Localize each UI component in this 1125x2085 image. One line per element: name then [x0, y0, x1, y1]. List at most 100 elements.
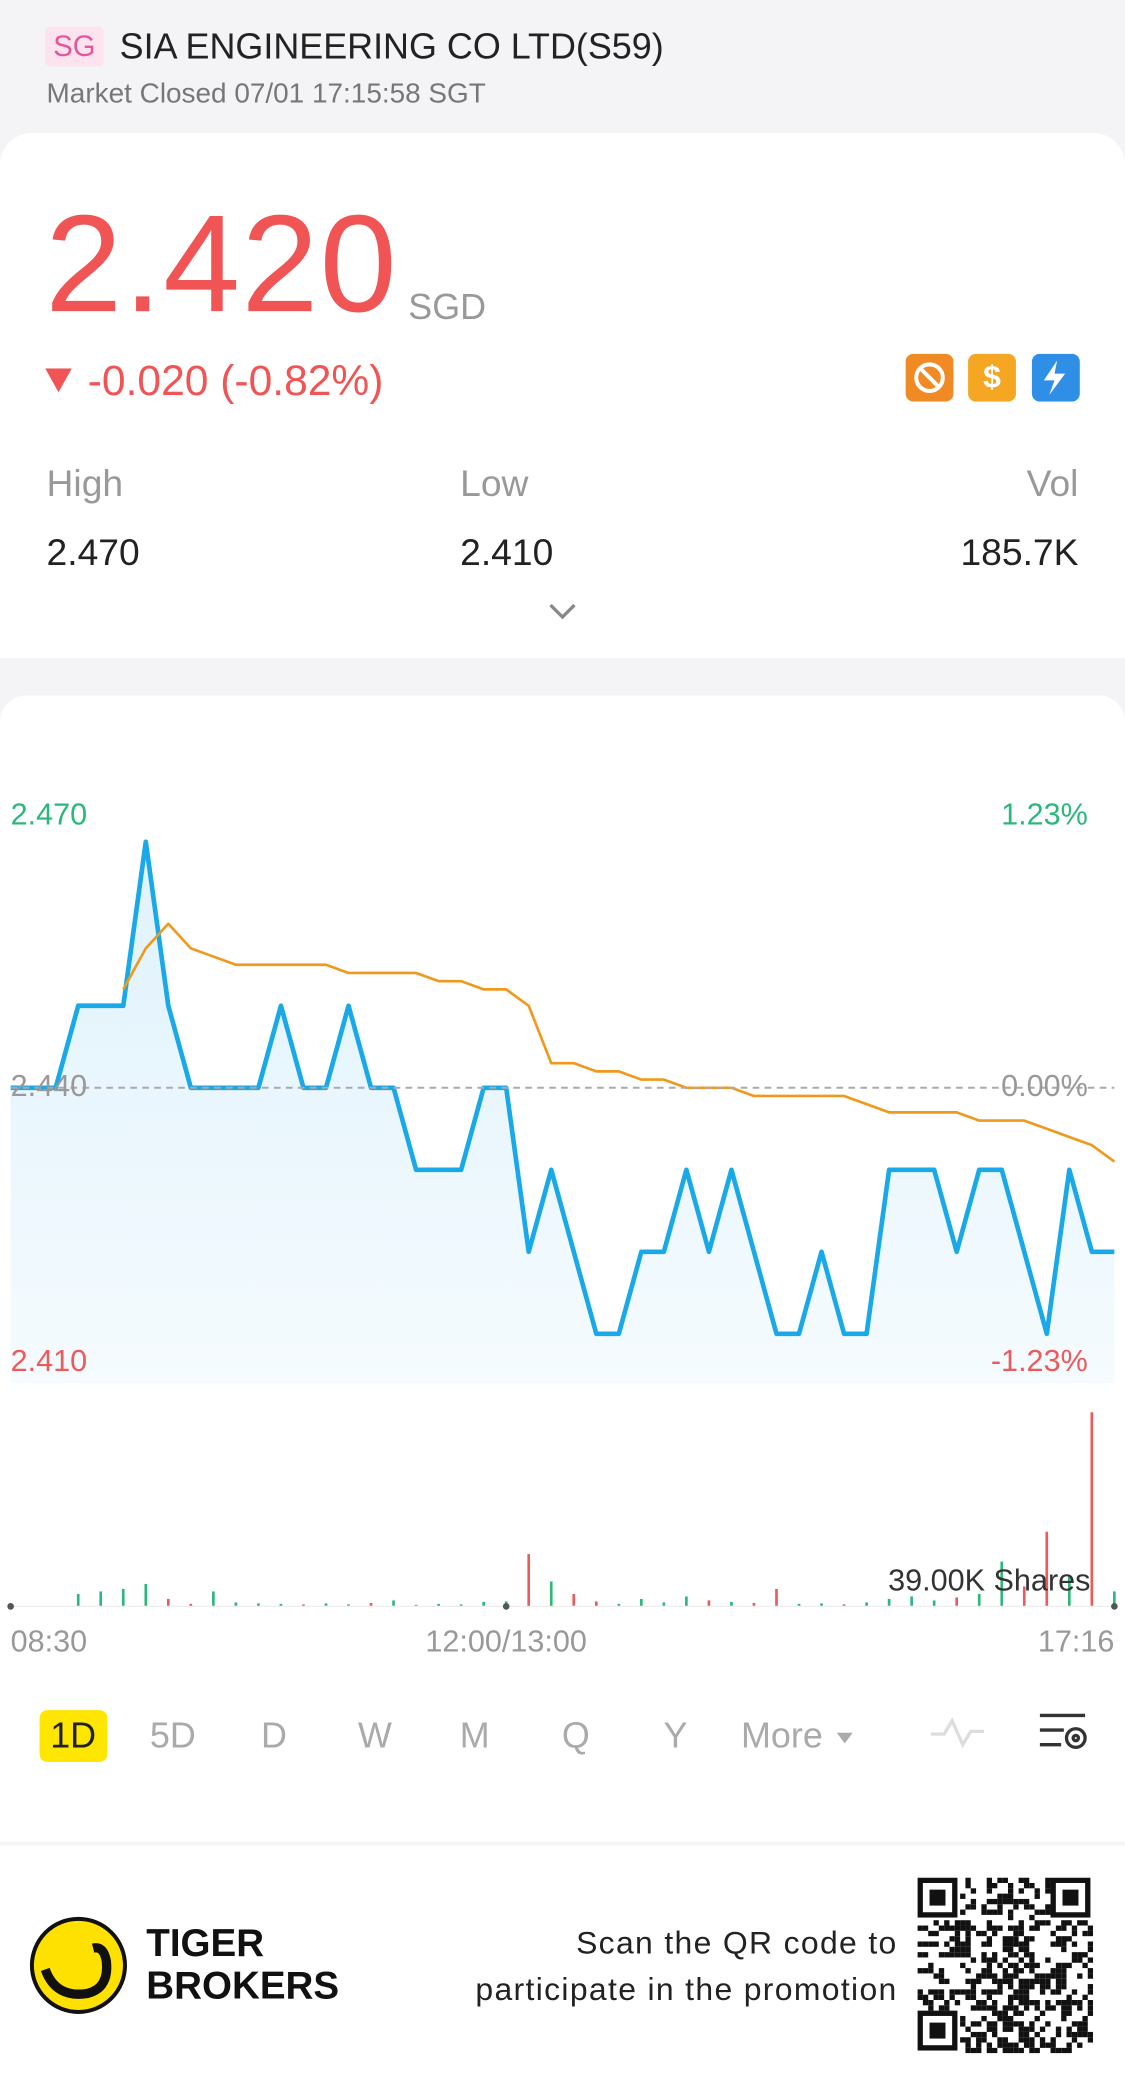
settings-icon[interactable] [1037, 1710, 1090, 1755]
qr-module [1077, 2000, 1083, 2006]
dropdown-arrow [836, 1732, 853, 1744]
period-tab[interactable]: Y [663, 1715, 688, 1756]
volume-bar [369, 1602, 373, 1607]
qr-module [1007, 2005, 1014, 2011]
qr-module [960, 1941, 966, 1947]
qr-module [949, 1989, 955, 1995]
qr-module [1045, 1877, 1051, 1883]
qr-module [976, 1973, 982, 1979]
qr-module [1045, 1957, 1051, 1963]
qr-module [1018, 1957, 1024, 1963]
volume-bar [640, 1598, 643, 1607]
volume-bar [842, 1604, 846, 1607]
qr-module [986, 1936, 993, 1942]
volume-bar [594, 1601, 598, 1607]
qr-module [1045, 2000, 1051, 2006]
qr-module [1013, 1925, 1019, 1931]
qr-module [986, 2026, 993, 2032]
volume-bar [234, 1602, 238, 1607]
qr-module [1029, 2000, 1035, 2006]
qr-module [1071, 2031, 1078, 2038]
qr-module [922, 2000, 929, 2006]
qr-module [976, 1930, 982, 1937]
qr-module [917, 1968, 923, 1974]
qr-module [1066, 2005, 1072, 2011]
qr-module [1087, 2005, 1094, 2011]
qr-module [981, 1904, 987, 1910]
qr-module [1018, 2031, 1024, 2038]
qr-module [1061, 1968, 1067, 1974]
qr-module [1007, 1882, 1014, 1889]
qr-module [1066, 2010, 1072, 2016]
qr-module [1039, 1909, 1046, 1915]
qr-module [1066, 2031, 1072, 2038]
qr-module [1077, 2021, 1083, 2027]
qr-module [981, 1930, 987, 1937]
qr-module [1013, 1973, 1019, 1979]
qr-finder-core [929, 1889, 946, 1906]
qr-module [1087, 1968, 1094, 1974]
x-tick-dot [502, 1603, 510, 1610]
qr-module [1061, 1925, 1067, 1931]
volume-bar [1113, 1591, 1116, 1607]
qr-module [1013, 1930, 1019, 1937]
volume-bar [437, 1603, 440, 1607]
qr-module [1050, 1968, 1056, 1974]
period-tab[interactable]: W [358, 1715, 392, 1756]
qr-module [1071, 2021, 1078, 2027]
qr-module [976, 2021, 982, 2027]
qr-module [992, 2047, 998, 2054]
qr-module [1013, 1904, 1019, 1910]
qr-module [917, 1925, 923, 1931]
period-tab[interactable]: D [260, 1715, 287, 1756]
qr-module [1018, 1941, 1024, 1947]
y-tick-label: 2.410 [11, 1344, 88, 1378]
qr-module [1034, 1973, 1040, 1979]
qr-module [1061, 1920, 1067, 1926]
expand-chevron[interactable] [548, 602, 577, 621]
period-tab[interactable]: M [459, 1715, 490, 1756]
qr-module [1023, 1962, 1030, 1969]
volume-bar [955, 1597, 959, 1607]
qr-module [917, 1952, 923, 1958]
period-tab[interactable]: 1D [39, 1710, 107, 1762]
volume-bar [820, 1603, 823, 1607]
qr-module [1045, 2042, 1051, 2048]
qr-module [1039, 1973, 1046, 1979]
qr-module [970, 1994, 977, 2001]
volume-bar [166, 1598, 170, 1607]
period-tab[interactable]: 5D [149, 1715, 196, 1756]
x-tick-label: 12:00/13:00 [425, 1625, 587, 1659]
qr-module [1087, 2037, 1094, 2043]
qr-module [1023, 2037, 1030, 2043]
period-tab[interactable]: More [730, 1710, 865, 1762]
qr-module [1050, 2042, 1056, 2048]
qr-module [1050, 1930, 1056, 1937]
stock-title: SIA ENGINEERING CO LTD(S59) [119, 26, 664, 67]
period-tab[interactable]: Q [561, 1715, 590, 1756]
qr-module [997, 1893, 1003, 1899]
qr-module [1061, 2015, 1067, 2022]
qr-module [970, 1989, 977, 1995]
qr-module [1050, 1973, 1056, 1979]
qr-module [1007, 1962, 1014, 1969]
qr-module [992, 1930, 998, 1937]
qr-module [1013, 1941, 1019, 1947]
qr-module [992, 1909, 998, 1915]
volume-bar [865, 1602, 868, 1607]
qr-module [1082, 1930, 1088, 1937]
qr-module [933, 1941, 939, 1947]
qr-module [1039, 1978, 1046, 1985]
qr-module [992, 1898, 998, 1905]
indicator-icon[interactable] [928, 1715, 987, 1750]
qr-module [944, 1952, 950, 1958]
qr-module [1018, 1877, 1024, 1883]
qr-module [992, 2021, 998, 2027]
qr-module [1045, 1973, 1051, 1979]
qr-module [1039, 2037, 1046, 2043]
qr-module [1029, 1914, 1035, 1921]
qr-module [1034, 2005, 1040, 2011]
qr-finder [1050, 1877, 1091, 1918]
qr-module [954, 1930, 961, 1937]
qr-module [1061, 1946, 1067, 1953]
